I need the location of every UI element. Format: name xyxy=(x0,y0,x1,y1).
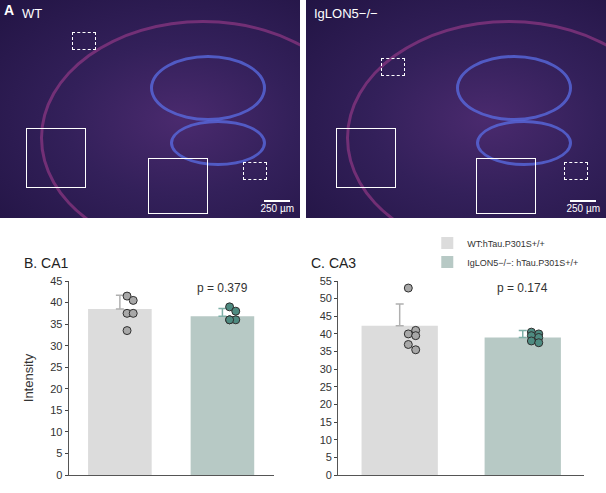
svg-text:0: 0 xyxy=(326,469,332,481)
svg-text:10: 10 xyxy=(320,434,332,446)
svg-text:0: 0 xyxy=(56,469,62,481)
svg-text:WT:hTau.P301S+/+: WT:hTau.P301S+/+ xyxy=(467,239,545,249)
html-text:250 µm: 250 µm xyxy=(260,203,294,214)
svg-text:20: 20 xyxy=(50,383,62,395)
html-text:IgLON5−/−: IgLON5−/− xyxy=(314,6,378,21)
html-text:A: A xyxy=(4,2,15,18)
svg-text:55: 55 xyxy=(320,275,332,287)
html-text:WT: WT xyxy=(22,6,43,21)
svg-text:15: 15 xyxy=(320,416,332,428)
svg-text:50: 50 xyxy=(320,292,332,304)
svg-text:15: 15 xyxy=(50,404,62,416)
html-text:250 µm: 250 µm xyxy=(566,203,600,214)
svg-text:p = 0.174: p = 0.174 xyxy=(497,281,548,295)
svg-text:5: 5 xyxy=(56,447,62,459)
svg-text:45: 45 xyxy=(320,310,332,322)
svg-text:30: 30 xyxy=(50,340,62,352)
svg-text:25: 25 xyxy=(320,381,332,393)
svg-text:40: 40 xyxy=(50,296,62,308)
svg-text:35: 35 xyxy=(320,345,332,357)
svg-text:p = 0.379: p = 0.379 xyxy=(197,281,248,295)
svg-text:IgLON5−/−: hTau.P301S+/+: IgLON5−/−: hTau.P301S+/+ xyxy=(467,258,578,268)
svg-text:C. CA3: C. CA3 xyxy=(311,255,356,271)
svg-text:45: 45 xyxy=(50,275,62,287)
svg-text:30: 30 xyxy=(320,363,332,375)
svg-text:40: 40 xyxy=(320,328,332,340)
svg-text:5: 5 xyxy=(326,451,332,463)
svg-text:20: 20 xyxy=(320,398,332,410)
svg-text:35: 35 xyxy=(50,318,62,330)
svg-text:B. CA1: B. CA1 xyxy=(24,255,69,271)
svg-text:Intensity: Intensity xyxy=(21,353,36,402)
svg-text:10: 10 xyxy=(50,426,62,438)
svg-text:25: 25 xyxy=(50,361,62,373)
